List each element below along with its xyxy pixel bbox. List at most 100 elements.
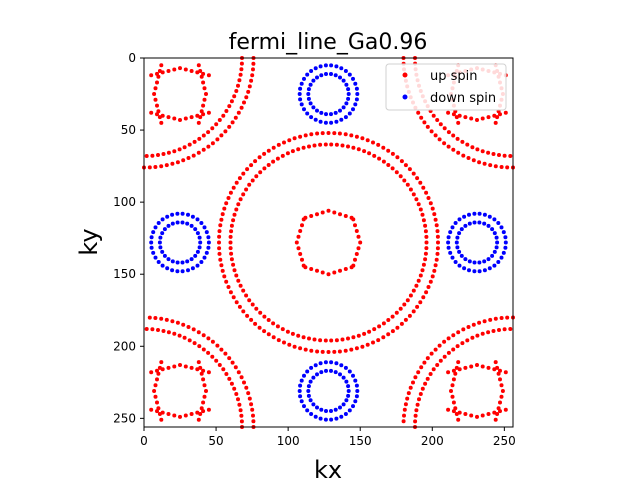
up-spin-point [249,402,254,407]
up-spin-point [157,115,162,120]
up-spin-point [351,145,356,150]
down-spin-point [170,221,175,226]
up-spin-point [224,372,229,376]
up-spin-point [499,383,504,388]
up-spin-point [424,246,429,251]
up-spin-point [426,196,431,200]
up-spin-point [155,103,159,108]
down-spin-point [149,235,154,240]
down-spin-point [344,82,349,87]
up-spin-point [189,412,194,416]
up-spin-point [275,324,280,329]
up-spin-point [420,268,425,273]
down-spin-point [305,111,310,116]
down-spin-point [170,259,175,264]
down-spin-point [153,225,158,230]
down-spin-point [482,212,487,217]
down-spin-point [306,92,311,96]
up-spin-point [390,151,395,156]
down-spin-point [315,372,319,377]
up-spin-point [224,279,229,284]
up-spin-point [153,394,158,399]
up-spin-point [421,295,426,300]
up-spin-point [505,315,510,320]
up-spin-point [416,110,421,115]
up-spin-point [329,142,334,147]
down-spin-point [324,409,328,413]
up-spin-point [390,329,395,334]
up-spin-point [371,140,375,145]
down-spin-point [309,412,314,416]
down-spin-point [496,260,501,264]
down-spin-point [472,269,477,274]
up-spin-point [402,413,406,418]
up-spin-point [220,212,225,217]
up-spin-point [227,356,232,361]
down-spin-point [160,249,165,254]
down-spin-point [503,245,508,250]
up-spin-point [189,365,194,370]
up-spin-point [315,212,319,217]
up-spin-point [266,332,271,337]
up-spin-point [233,115,238,120]
up-spin-point [435,234,440,239]
up-spin-point [453,406,458,411]
down-spin-point [204,250,209,255]
up-spin-point [463,115,468,120]
down-spin-point [341,78,346,83]
down-spin-point [353,378,358,383]
up-spin-point [386,163,391,167]
up-spin-point [237,176,242,181]
down-spin-point [206,235,211,240]
down-spin-point [311,402,316,407]
up-spin-point [253,159,258,164]
up-spin-point [159,360,164,365]
up-spin-point [461,327,466,332]
up-spin-point [377,324,382,329]
up-spin-point [451,147,456,152]
up-spin-point [480,331,485,336]
up-spin-point [189,115,194,120]
down-spin-point [477,220,482,225]
up-spin-point [414,408,419,413]
up-spin-point [239,375,244,380]
up-spin-point [300,223,304,228]
down-spin-point [298,383,303,388]
x-axis-label: kx [314,456,342,480]
up-spin-point [346,336,350,341]
down-spin-point [492,231,497,236]
up-spin-point [315,131,320,136]
down-spin-point [165,266,170,271]
down-spin-point [487,266,492,271]
up-spin-point [402,302,407,307]
up-spin-point [201,368,206,373]
up-spin-point [502,153,507,158]
down-spin-point [158,235,163,240]
up-spin-point [386,148,391,153]
up-spin-point [493,164,498,169]
down-spin-point [467,221,472,226]
up-spin-point [456,360,461,365]
up-spin-point [196,417,201,422]
down-spin-point [463,257,468,262]
down-spin-point [306,384,311,389]
up-spin-point [226,196,231,200]
up-spin-point [423,229,428,234]
up-spin-point [201,103,206,108]
up-spin-point [403,163,408,168]
up-spin-point [394,170,399,175]
down-spin-point [347,408,352,413]
up-spin-point [155,377,159,382]
up-spin-point [423,381,428,386]
up-spin-point [241,288,246,293]
down-spin-point [450,255,455,260]
down-spin-point [306,87,311,92]
down-spin-point [346,96,351,101]
up-spin-point [486,115,491,120]
up-spin-point [236,397,240,402]
down-spin-point [453,260,458,264]
down-spin-point [355,389,360,393]
down-spin-point [306,96,311,101]
up-spin-point [433,347,438,352]
up-spin-point [503,370,508,375]
